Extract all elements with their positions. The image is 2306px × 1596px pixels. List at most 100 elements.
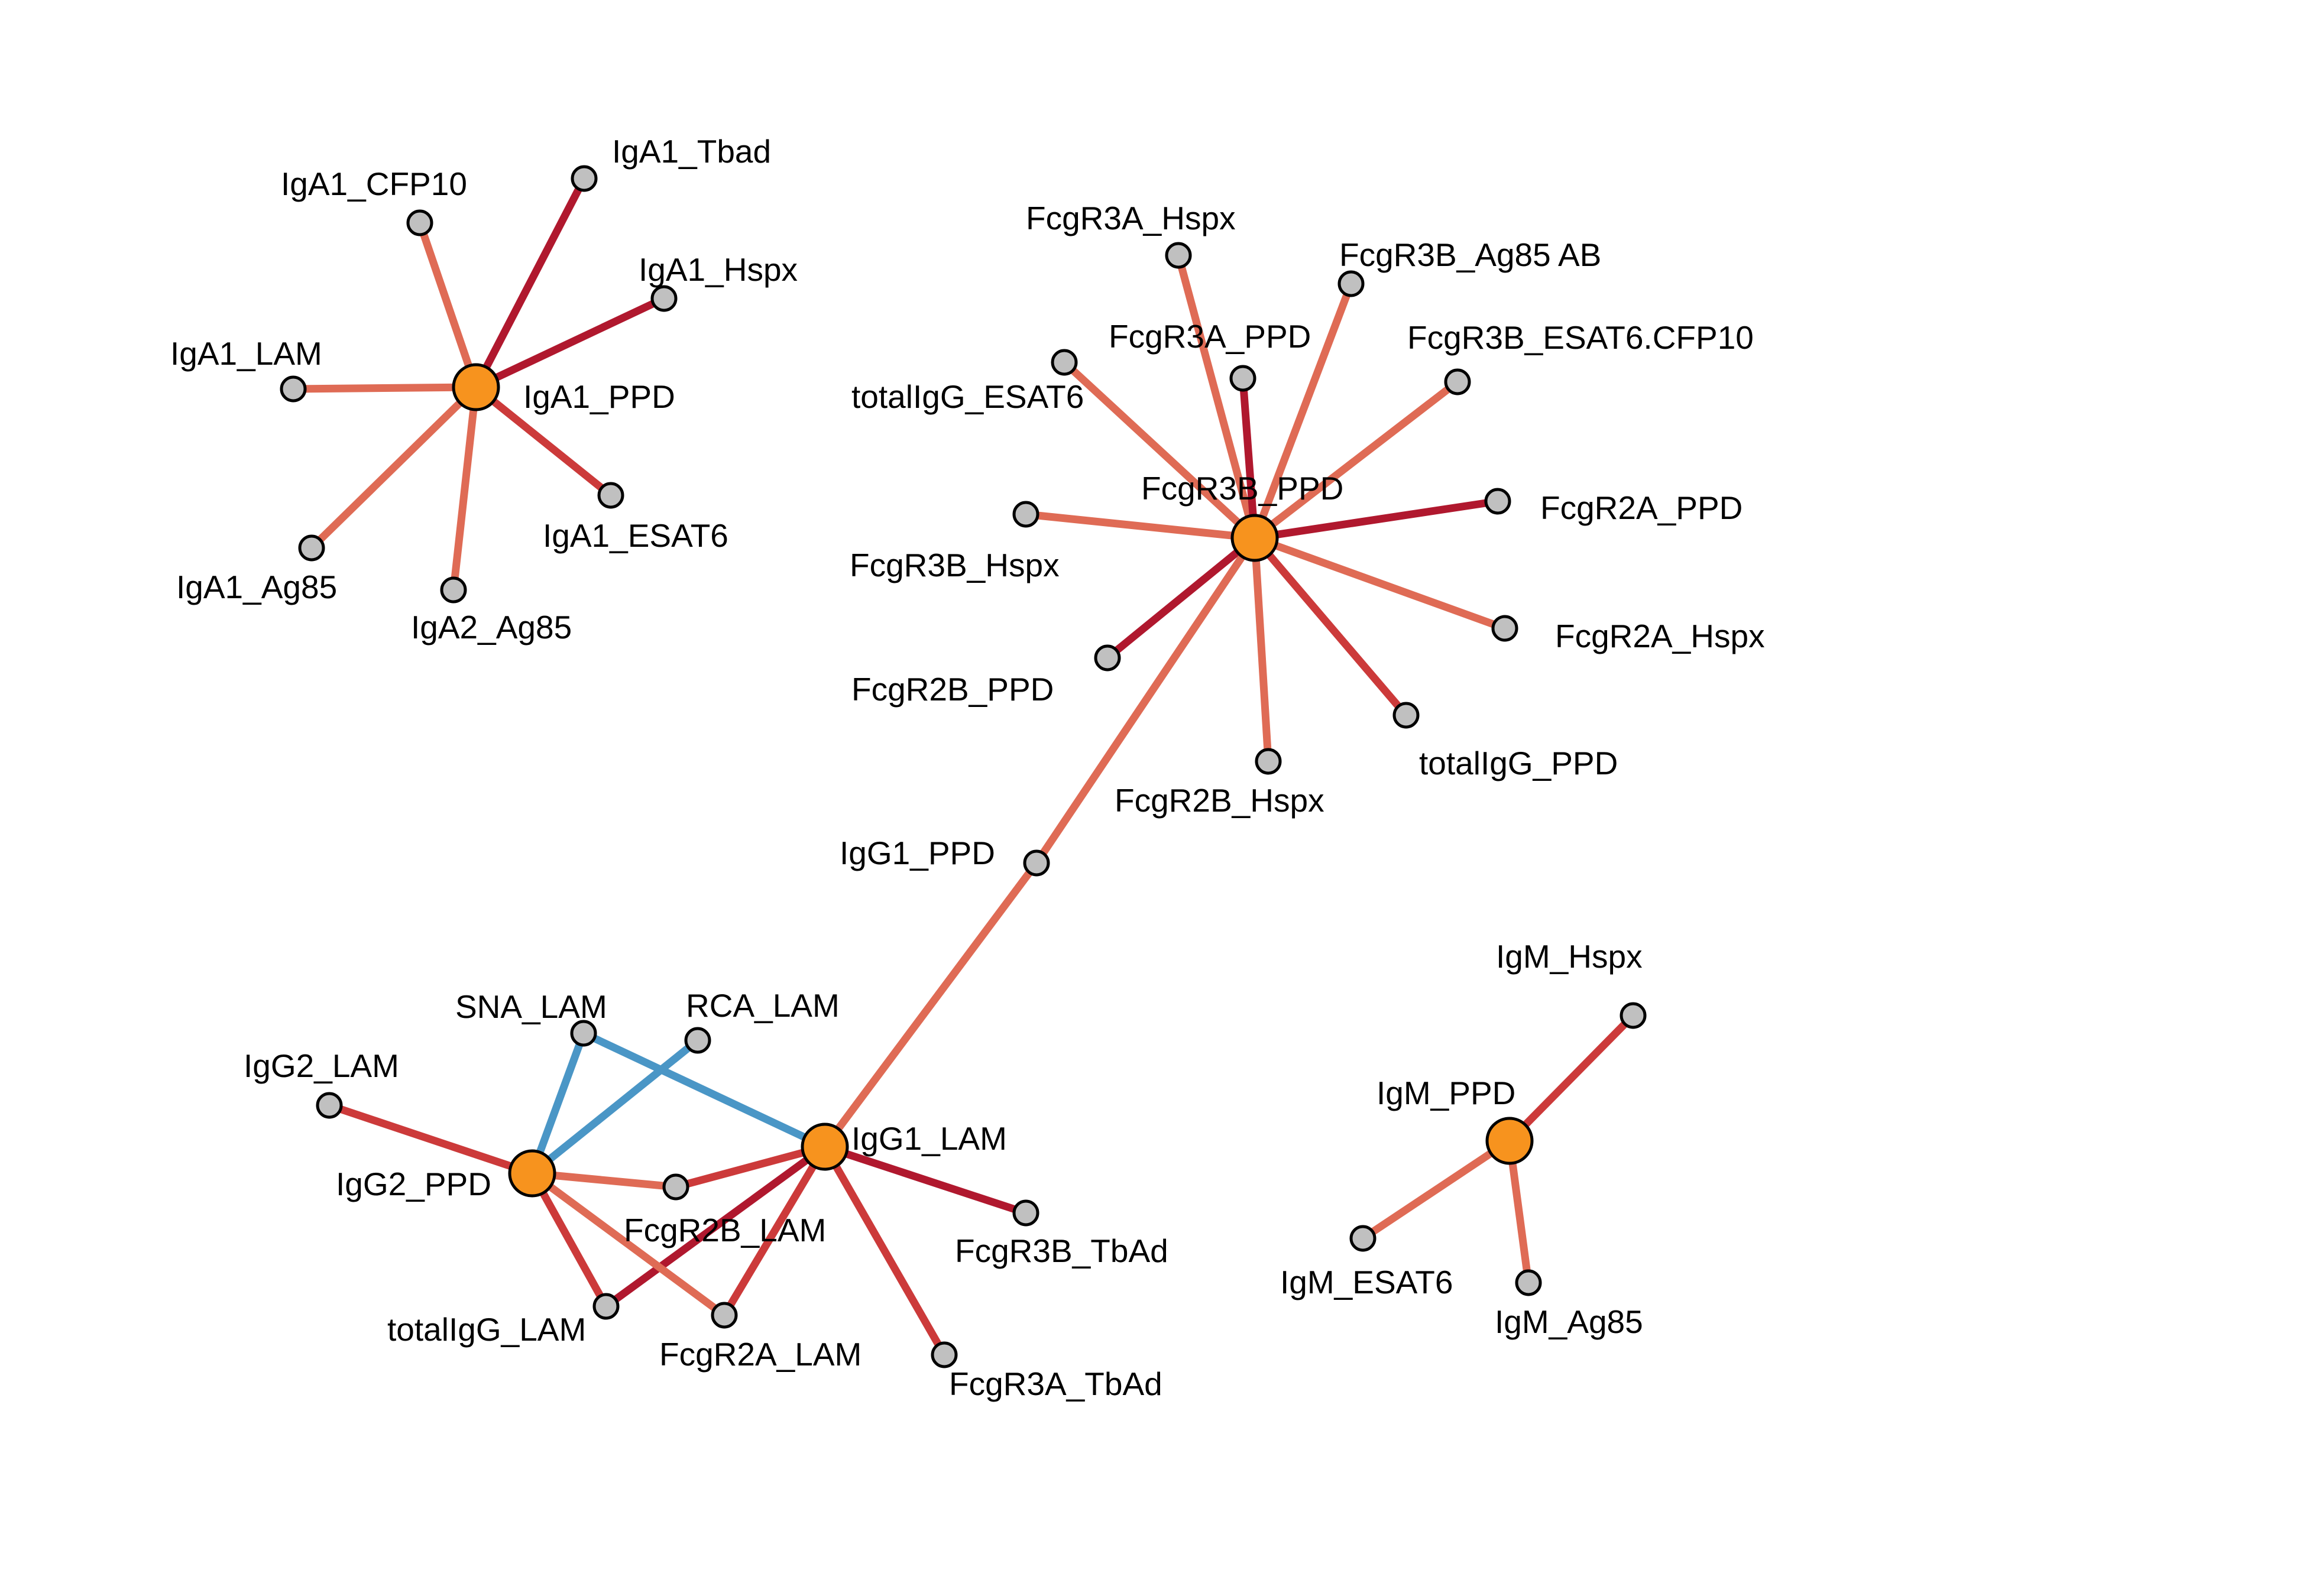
node-label-fcgr3a-hspx: FcgR3A_Hspx [1026,200,1236,236]
node-label-totaligg-lam: totalIgG_LAM [387,1311,586,1348]
node-label-fcgr3b-ag85ab: FcgR3B_Ag85 AB [1339,236,1601,273]
edge-fcgr3b-ppd-totaligg-esat6 [1061,359,1258,541]
node-fcgr2a-lam [711,1302,738,1329]
node-label-igm-ag85: IgM_Ag85 [1495,1303,1643,1340]
node-iga1-tbad [571,165,598,192]
edge-iga1-ppd-iga1-lam [293,383,477,393]
edge-igg1-lam-fcgr2a-lam [721,1144,828,1318]
edge-fcgr3b-ppd-fcgr3a-ppd [1239,378,1259,539]
node-label-fcgr3b-hspx: FcgR3B_Hspx [850,547,1060,583]
node-fcgr3a-tbad [931,1341,958,1368]
node-label-igm-esat6: IgM_ESAT6 [1280,1264,1453,1300]
node-igm-ag85 [1515,1269,1542,1296]
hub-node-igg1-lam [801,1123,849,1171]
edge-igg1-lam-sna-lam [582,1030,827,1150]
node-label-totaligg-esat6: totalIgG_ESAT6 [851,378,1084,415]
edge-igg1-lam-fcgr3b-tbad [823,1143,1028,1217]
node-iga2-ag85 [440,576,467,604]
node-iga1-esat6 [597,482,624,509]
edge-fcgr3b-ppd-fcgr3b-esat6cfp10 [1252,378,1460,541]
hub-node-fcgr3b-ppd [1230,514,1279,562]
edge-iga1-ppd-iga1-esat6 [473,384,614,499]
node-iga1-hspx [650,285,678,312]
node-label-iga1-ag85: IgA1_Ag85 [176,569,337,605]
node-igg2-lam [316,1092,343,1119]
node-totaligg-esat6 [1051,349,1078,376]
node-label-igg2-lam: IgG2_LAM [244,1047,399,1084]
edge-fcgr3b-ppd-fcgr2a-hspx [1253,534,1507,632]
edge-fcgr3b-ppd-totaligg-ppd [1252,535,1409,718]
node-label-igg1-lam: IgG1_LAM [851,1120,1007,1157]
node-label-fcgr2a-hspx: FcgR2A_Hspx [1555,618,1765,654]
node-fcgr2a-hspx [1491,615,1518,642]
node-label-fcgr3a-tbad: FcgR3A_TbAd [949,1365,1162,1402]
edge-igg2-ppd-rca-lam [529,1037,701,1177]
edge-igg2-ppd-igg2-lam [328,1101,534,1177]
node-label-iga1-hspx: IgA1_Hspx [639,251,798,288]
node-label-igg2-ppd: IgG2_PPD [336,1166,491,1202]
node-fcgr2b-ppd [1094,644,1121,672]
hub-node-iga1-ppd [452,363,500,411]
node-iga1-lam [280,375,307,403]
edge-fcgr3b-ppd-fcgr3b-hspx [1025,510,1255,542]
node-label-fcgr3a-ppd: FcgR3A_PPD [1109,318,1311,355]
node-fcgr2a-ppd [1484,488,1511,515]
edge-igg2-ppd-fcgr2b-lam [532,1169,676,1191]
node-fcgr3b-tbad [1012,1199,1039,1227]
edge-layer [293,177,1636,1357]
node-label-iga1-esat6: IgA1_ESAT6 [543,517,728,554]
edge-fcgr3b-ppd-fcgr2b-ppd [1105,534,1258,661]
edge-iga1-ppd-iga1-tbad [472,177,588,389]
node-label-iga1-lam: IgA1_LAM [170,335,322,372]
node-label-fcgr2b-hspx: FcgR2B_Hspx [1115,782,1324,819]
edge-igm-ppd-igm-hspx [1507,1013,1636,1144]
node-label-iga1-ppd: IgA1_PPD [523,378,675,415]
label-layer: IgA1_PPD IgA1_Tbad IgA1_CFP10 IgA1_Hspx IgA1… [170,133,1765,1402]
node-label-fcgr3b-ppd: FcgR3B_PPD [1141,470,1343,507]
node-label-fcgr2a-ppd: FcgR2A_PPD [1540,489,1743,526]
node-iga1-ag85 [298,534,325,562]
node-label-fcgr2b-lam: FcgR2B_LAM [624,1212,826,1248]
edge-fcgr3b-ppd-fcgr2a-ppd [1254,497,1498,542]
node-igg1-ppd [1023,849,1050,877]
node-rca-lam [684,1027,711,1054]
node-totaligg-ppd [1392,702,1420,729]
edge-igg2-ppd-totaligg-lam [529,1171,610,1309]
node-label-fcgr2a-lam: FcgR2A_LAM [659,1336,861,1373]
edge-igg1-lam-totaligg-lam [604,1143,827,1310]
node-totaligg-lam [592,1293,620,1320]
node-fcgr3a-ppd [1229,365,1256,392]
node-label-iga2-ag85: IgA2_Ag85 [411,609,572,645]
node-label-rca-lam: RCA_LAM [686,987,840,1024]
node-fcgr3b-ag85ab [1337,270,1365,297]
edge-igg1-lam-fcgr3a-tbad [821,1144,948,1357]
hub-node-igm-ppd [1485,1117,1534,1165]
node-label-fcgr3b-esat6cfp10: FcgR3B_ESAT6.CFP10 [1407,319,1754,356]
edge-fcgr3b-ppd-igg1-ppd [1033,536,1258,865]
edge-igm-ppd-igm-esat6 [1361,1137,1512,1242]
node-label-igm-ppd: IgM_PPD [1377,1075,1515,1111]
node-label-fcgr2b-ppd: FcgR2B_PPD [851,671,1054,708]
node-label-iga1-tbad: IgA1_Tbad [612,133,771,170]
edge-iga1-ppd-iga1-ag85 [309,384,479,551]
node-igm-hspx [1620,1002,1647,1029]
edge-iga1-ppd-iga1-cfp10 [416,221,480,389]
node-label-fcgr3b-tbad: FcgR3B_TbAd [955,1232,1168,1269]
node-fcgr3a-hspx [1165,242,1192,269]
edge-igg1-ppd-igg1-lam [821,861,1040,1149]
edge-igg2-ppd-sna-lam [528,1031,588,1175]
node-igm-esat6 [1349,1225,1377,1252]
edge-igg1-lam-fcgr2b-lam [675,1143,826,1191]
edge-fcgr3b-ppd-fcgr3b-ag85ab [1251,282,1355,540]
edge-fcgr3b-ppd-fcgr3a-hspx [1174,254,1259,539]
node-fcgr2b-lam [662,1173,689,1201]
node-fcgr2b-hspx [1255,748,1282,775]
node-label-totaligg-ppd: totalIgG_PPD [1419,745,1618,781]
node-iga1-cfp10 [406,209,433,236]
node-label-sna-lam: SNA_LAM [455,988,607,1025]
edge-igg2-ppd-fcgr2a-lam [530,1170,727,1319]
node-layer [280,165,1647,1368]
node-fcgr3b-esat6cfp10 [1444,368,1471,395]
